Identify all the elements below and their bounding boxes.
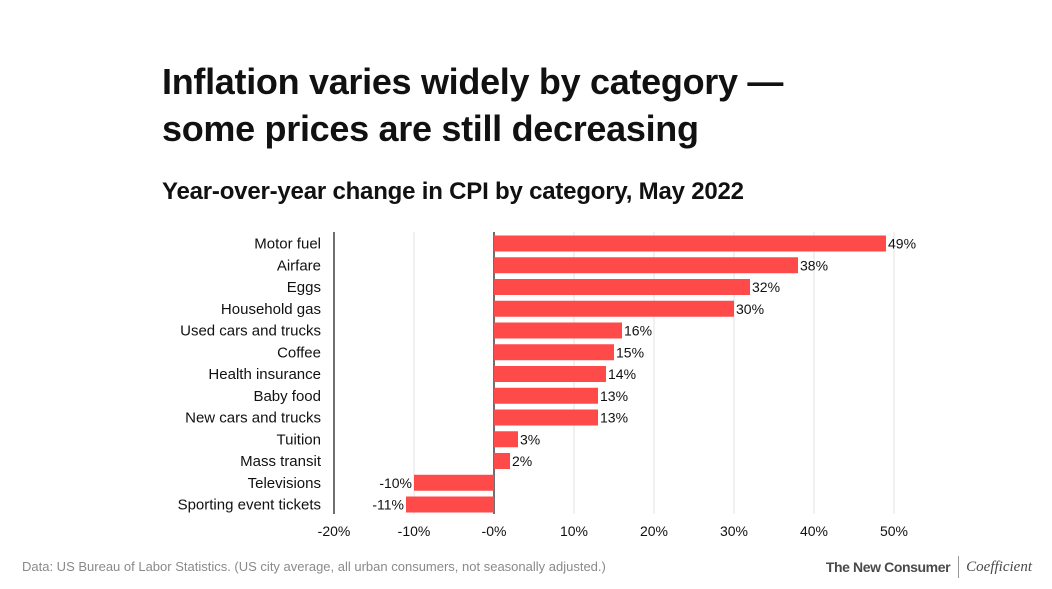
data-label: 13% bbox=[600, 410, 628, 426]
data-label: 30% bbox=[736, 301, 764, 317]
data-label: 32% bbox=[752, 279, 780, 295]
category-label: Sporting event tickets bbox=[178, 497, 321, 514]
brand-divider bbox=[958, 556, 960, 578]
bar-used-cars-and-trucks bbox=[494, 322, 622, 339]
chart-title-line-2: some prices are still decreasing bbox=[162, 108, 699, 149]
chart-subtitle: Year-over-year change in CPI by category… bbox=[162, 178, 744, 205]
x-tick-label: -0% bbox=[482, 523, 507, 539]
chart-title-line-1: Inflation varies widely by category — bbox=[162, 61, 784, 102]
data-label: 38% bbox=[800, 257, 828, 273]
category-label: Tuition bbox=[277, 431, 321, 448]
category-label: Eggs bbox=[287, 279, 321, 296]
category-label: Airfare bbox=[277, 257, 321, 274]
x-tick-label: 30% bbox=[720, 523, 748, 539]
data-label: 16% bbox=[624, 323, 652, 339]
bars bbox=[406, 235, 886, 513]
category-label: Motor fuel bbox=[254, 236, 321, 253]
bar-health-insurance bbox=[494, 366, 606, 382]
x-tick-label: -10% bbox=[398, 523, 431, 539]
brand-logos: The New Consumer Coefficient bbox=[826, 556, 1032, 578]
data-label: 49% bbox=[888, 236, 916, 252]
bar-televisions bbox=[414, 474, 494, 491]
bar-new-cars-and-trucks bbox=[494, 409, 598, 426]
bar-mass-transit bbox=[494, 453, 510, 469]
x-tick-label: -20% bbox=[318, 523, 351, 539]
data-label: 13% bbox=[600, 388, 628, 404]
bar-household-gas bbox=[494, 300, 734, 317]
data-label: -10% bbox=[379, 475, 412, 491]
labels: -20% -10% -0% 10% 20% 30% 40% 50% Motor fuel 49% A… bbox=[178, 236, 916, 540]
category-label: Used cars and trucks bbox=[180, 323, 321, 340]
x-tick-label: 20% bbox=[640, 523, 668, 539]
bar-baby-food bbox=[494, 387, 598, 404]
source-note: Data: US Bureau of Labor Statistics. (US… bbox=[22, 559, 606, 574]
chart-title: Inflation varies widely by category — so… bbox=[162, 58, 982, 152]
category-label: Health insurance bbox=[208, 366, 321, 383]
bar-coffee bbox=[494, 344, 614, 361]
x-tick-label: 50% bbox=[880, 523, 908, 539]
data-label: 3% bbox=[520, 431, 540, 447]
category-label: Baby food bbox=[253, 388, 321, 405]
category-label: New cars and trucks bbox=[185, 410, 321, 427]
data-label: 15% bbox=[616, 344, 644, 360]
data-label: 14% bbox=[608, 366, 636, 382]
brand-coefficient: Coefficient bbox=[966, 558, 1032, 575]
x-tick-label: 40% bbox=[800, 523, 828, 539]
bar-tuition bbox=[494, 431, 518, 448]
category-label: Mass transit bbox=[240, 453, 322, 470]
data-label: 2% bbox=[512, 453, 532, 469]
category-label: Televisions bbox=[248, 475, 321, 492]
data-label: -11% bbox=[372, 497, 404, 513]
brand-the-new-consumer: The New Consumer bbox=[825, 559, 951, 575]
x-tick-label: 10% bbox=[560, 523, 588, 539]
bar-airfare bbox=[494, 257, 798, 274]
category-label: Household gas bbox=[221, 301, 321, 318]
bar-sporting-event-tickets bbox=[406, 496, 494, 513]
bar-eggs bbox=[494, 279, 750, 295]
bar-motor-fuel bbox=[494, 235, 886, 252]
category-label: Coffee bbox=[277, 344, 321, 361]
